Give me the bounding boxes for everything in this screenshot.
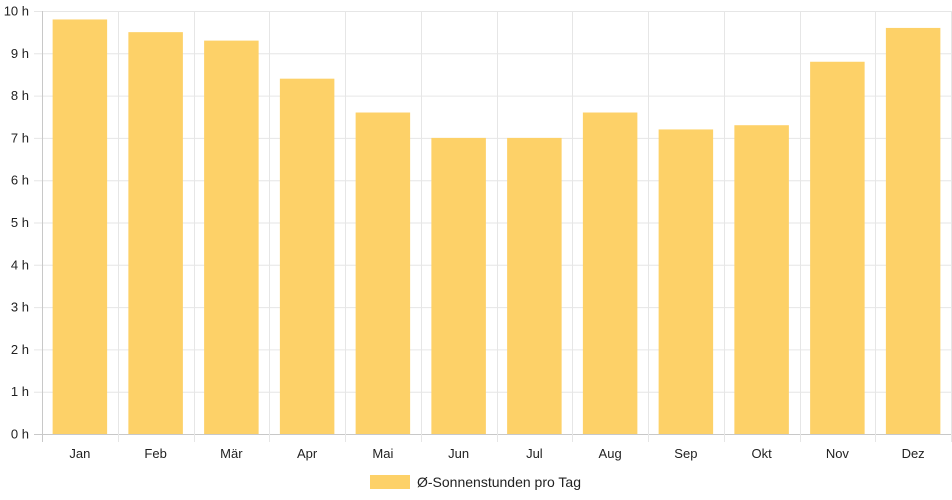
bar-feb[interactable] (128, 32, 183, 435)
chart-legend[interactable]: Ø-Sonnenstunden pro Tag (370, 474, 581, 490)
x-tick-label: Okt (752, 446, 773, 461)
x-tick-label: Aug (599, 446, 622, 461)
x-tick-label: Apr (297, 446, 318, 461)
x-tick-label: Jun (448, 446, 469, 461)
y-tick-label: 6 h (11, 173, 29, 188)
x-tick-label: Dez (902, 446, 925, 461)
y-axis: 0 h 1 h 2 h 3 h 4 h 5 h 6 h 7 h 8 h 9 h 10 h (4, 4, 29, 442)
y-tick-label: 8 h (11, 88, 29, 103)
y-tick-label: 9 h (11, 46, 29, 61)
bar-mai[interactable] (355, 112, 411, 435)
x-tick-label: Nov (826, 446, 850, 461)
bar-apr[interactable] (279, 78, 335, 435)
legend-swatch[interactable] (370, 475, 410, 489)
x-tick-label: Mai (372, 446, 393, 461)
x-tick-label: Mär (220, 446, 243, 461)
bar-nov[interactable] (810, 61, 865, 434)
y-tick-label: 1 h (11, 384, 29, 399)
x-tick-label: Sep (674, 446, 697, 461)
x-tick-label: Jul (526, 446, 543, 461)
y-tick-label: 5 h (11, 215, 29, 230)
x-axis: Jan Feb Mär Apr Mai Jun Jul Aug Sep Okt Nov Dez (69, 446, 924, 461)
chart-bars (52, 19, 941, 435)
legend-label[interactable]: Ø-Sonnenstunden pro Tag (417, 474, 581, 490)
x-tick-label: Jan (69, 446, 90, 461)
bar-okt[interactable] (734, 125, 789, 435)
chart-grid (34, 11, 952, 442)
y-tick-label: 4 h (11, 257, 29, 272)
bar-jun[interactable] (431, 137, 486, 434)
x-tick-label: Feb (144, 446, 166, 461)
y-tick-label: 7 h (11, 130, 29, 145)
y-tick-label: 10 h (4, 4, 29, 19)
y-tick-label: 3 h (11, 300, 29, 315)
bar-dez[interactable] (885, 27, 941, 434)
bar-aug[interactable] (582, 112, 638, 435)
bar-jul[interactable] (507, 137, 562, 434)
y-tick-label: 2 h (11, 342, 29, 357)
bar-mär[interactable] (204, 40, 259, 435)
bar-jan[interactable] (52, 19, 108, 435)
y-tick-label: 0 h (11, 427, 29, 442)
bar-sep[interactable] (658, 129, 714, 434)
